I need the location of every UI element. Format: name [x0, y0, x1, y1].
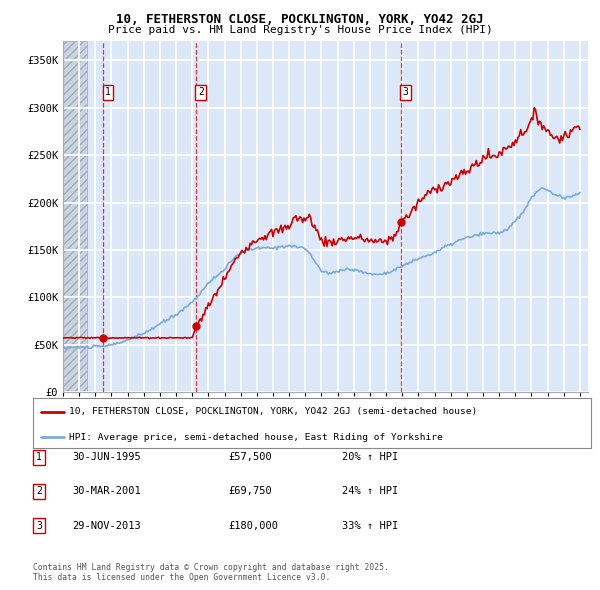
Text: 30-MAR-2001: 30-MAR-2001	[72, 487, 141, 496]
Bar	[63, 41, 87, 392]
Text: 10, FETHERSTON CLOSE, POCKLINGTON, YORK, YO42 2GJ: 10, FETHERSTON CLOSE, POCKLINGTON, YORK,…	[116, 13, 484, 26]
Text: 3: 3	[36, 521, 42, 530]
Text: 30-JUN-1995: 30-JUN-1995	[72, 453, 141, 462]
Text: £69,750: £69,750	[228, 487, 272, 496]
Text: 1: 1	[105, 87, 111, 97]
Text: 29-NOV-2013: 29-NOV-2013	[72, 521, 141, 530]
Text: HPI: Average price, semi-detached house, East Riding of Yorkshire: HPI: Average price, semi-detached house,…	[69, 433, 443, 442]
Text: Contains HM Land Registry data © Crown copyright and database right 2025.
This d: Contains HM Land Registry data © Crown c…	[33, 563, 389, 582]
Text: £57,500: £57,500	[228, 453, 272, 462]
Text: 2: 2	[36, 487, 42, 496]
Text: 1: 1	[36, 453, 42, 462]
Text: 10, FETHERSTON CLOSE, POCKLINGTON, YORK, YO42 2GJ (semi-detached house): 10, FETHERSTON CLOSE, POCKLINGTON, YORK,…	[69, 407, 478, 417]
Text: 3: 3	[403, 87, 409, 97]
Text: 33% ↑ HPI: 33% ↑ HPI	[342, 521, 398, 530]
Text: 20% ↑ HPI: 20% ↑ HPI	[342, 453, 398, 462]
Text: 2: 2	[198, 87, 204, 97]
Text: £180,000: £180,000	[228, 521, 278, 530]
Text: Price paid vs. HM Land Registry's House Price Index (HPI): Price paid vs. HM Land Registry's House …	[107, 25, 493, 35]
Text: 24% ↑ HPI: 24% ↑ HPI	[342, 487, 398, 496]
